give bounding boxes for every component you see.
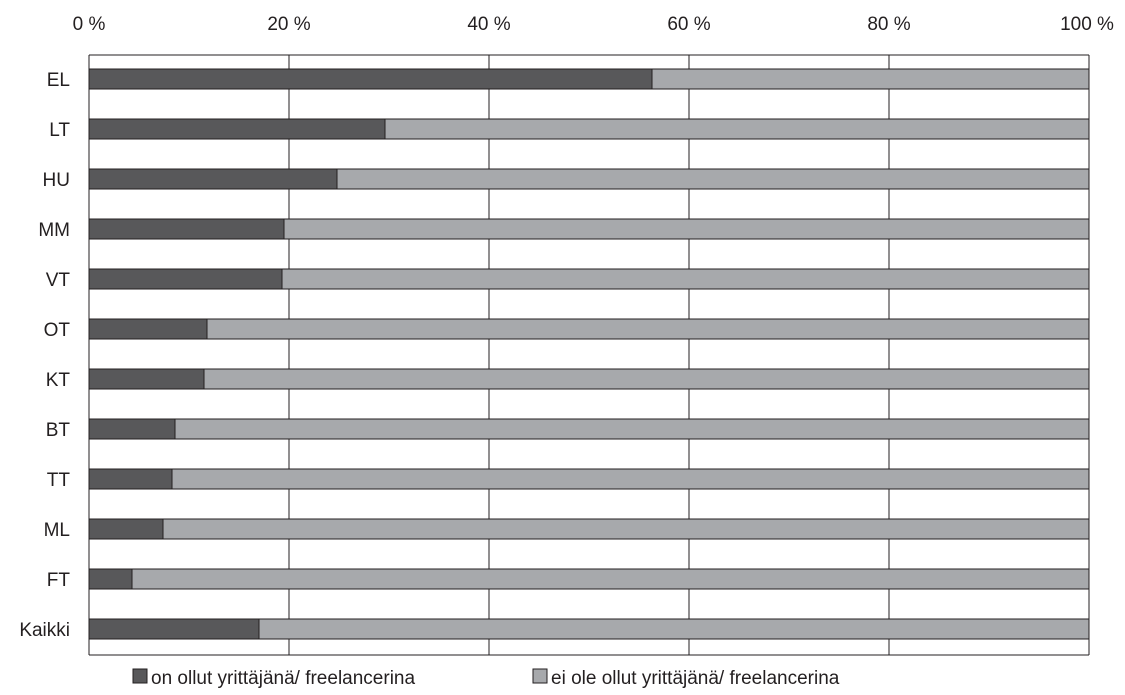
bar-segment xyxy=(88,418,176,440)
legend-swatch xyxy=(132,668,148,684)
x-tick-label: 60 % xyxy=(667,14,710,35)
bar-segment xyxy=(88,518,164,540)
x-tick-label: 20 % xyxy=(267,14,310,35)
bar-segment xyxy=(174,418,1090,440)
bar-segment xyxy=(88,268,283,290)
bar-segment xyxy=(162,518,1090,540)
category-label: BT xyxy=(46,420,71,441)
category-label: MM xyxy=(38,220,70,241)
legend-label: ei ole ollut yrittäjänä/ freelancerina xyxy=(551,668,840,689)
bar-segment xyxy=(131,568,1090,590)
bar-segment xyxy=(88,68,653,90)
legend-label: on ollut yrittäjänä/ freelancerina xyxy=(151,668,415,689)
category-label: TT xyxy=(47,470,71,491)
x-axis-tick-labels: 0 % 20 % 40 % 60 % 80 % 100 % xyxy=(73,14,1114,35)
legend-swatch xyxy=(532,668,548,684)
bar-segment xyxy=(88,118,386,140)
category-label: FT xyxy=(47,570,71,591)
gridlines xyxy=(88,54,1090,656)
category-label: VT xyxy=(46,270,71,291)
bar-segment xyxy=(88,168,338,190)
category-label: KT xyxy=(46,370,71,391)
bar-segment xyxy=(88,568,133,590)
bar-segment xyxy=(206,318,1090,340)
bar-segment xyxy=(283,218,1090,240)
category-label: HU xyxy=(43,170,70,191)
bar-segment xyxy=(88,318,208,340)
category-label: ML xyxy=(44,520,70,541)
bar-segment xyxy=(171,468,1090,490)
x-tick-label: 0 % xyxy=(73,14,106,35)
x-tick-label: 80 % xyxy=(867,14,910,35)
bar-segment xyxy=(651,68,1090,90)
bar-segment xyxy=(88,218,285,240)
bar-segment xyxy=(88,618,260,640)
category-label: EL xyxy=(47,70,70,91)
bar-segment xyxy=(336,168,1090,190)
bars xyxy=(88,68,1090,640)
bar-segment xyxy=(258,618,1090,640)
x-tick-label: 100 % xyxy=(1060,14,1114,35)
category-label: LT xyxy=(49,120,70,141)
bar-segment xyxy=(203,368,1090,390)
bar-segment xyxy=(384,118,1090,140)
bar-segment xyxy=(281,268,1090,290)
bar-segment xyxy=(88,468,173,490)
category-label: OT xyxy=(44,320,71,341)
legend: on ollut yrittäjänä/ freelancerina ei ole… xyxy=(132,668,840,689)
category-label: Kaikki xyxy=(19,620,70,641)
x-tick-label: 40 % xyxy=(467,14,510,35)
bar-segment xyxy=(88,368,205,390)
